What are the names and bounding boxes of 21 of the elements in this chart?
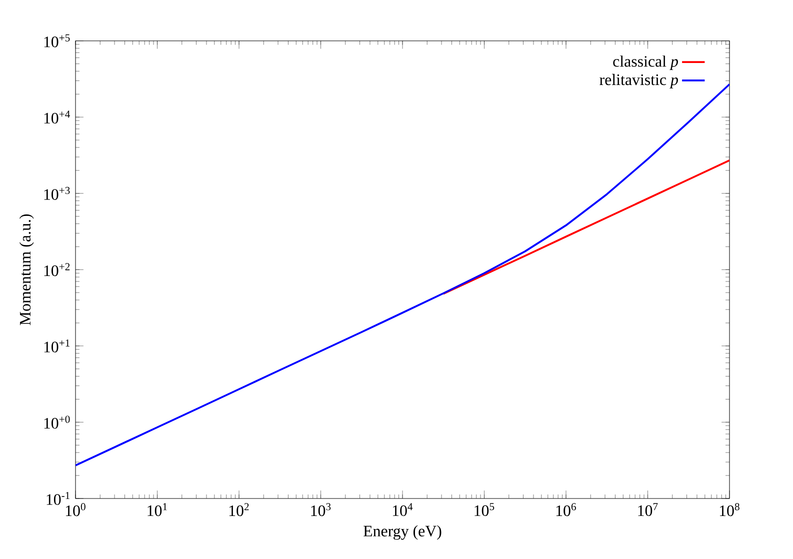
y-tick-label: 10$^{+1}$ — [44, 340, 70, 352]
x-tick-label: 10$^{6}$ — [556, 503, 576, 516]
x-tick-label: 10$^{4}$ — [392, 503, 413, 516]
y-tick-label: 10$^{+2}$ — [44, 263, 70, 276]
line-series — [442, 159, 730, 295]
y-tick-label: 10$^{+5}$ — [44, 34, 70, 48]
x-tick-label: 10$^{2}$ — [229, 503, 249, 516]
y-tick-label: 10$^{+4}$ — [44, 110, 70, 124]
legend-label: classical p — [613, 56, 678, 70]
y-tick-label: 10$^{-1}$ — [46, 492, 70, 505]
x-tick-label: 10$^{5}$ — [474, 503, 494, 516]
x-tick-label: 10$^{3}$ — [311, 503, 331, 516]
x-tick-label: 10$^{8}$ — [720, 503, 740, 516]
x-tick-label: 10$^{7}$ — [638, 503, 658, 516]
legend-label: relitavistic p — [600, 74, 678, 88]
x-tick-label: 10$^{1}$ — [148, 503, 167, 516]
y-tick-label: 10$^{+0}$ — [44, 416, 70, 429]
y-tick-label: 10$^{+3}$ — [44, 186, 70, 200]
x-axis-title: Energy (eV) — [364, 525, 442, 540]
x-tick-label: 10$^{0}$ — [66, 503, 86, 516]
y-axis-title: Momentum (a.u.) — [19, 214, 34, 326]
